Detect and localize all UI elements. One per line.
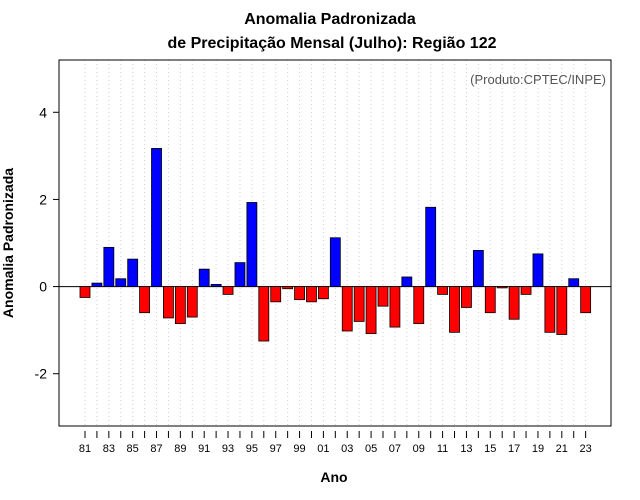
y-tick-label: -2 <box>35 366 48 382</box>
y-axis-title: Anomalia Padronizada <box>0 168 16 318</box>
x-tick-label: 05 <box>365 443 377 455</box>
bar-2020 <box>544 286 556 333</box>
grid-lines <box>84 60 587 426</box>
bar-2022 <box>568 278 580 287</box>
bar-2015 <box>484 286 496 314</box>
bar-1984 <box>115 278 127 287</box>
x-tick-label: 97 <box>270 443 282 455</box>
chart-title-line-2: de Precipitação Mensal (Julho): Região 1… <box>168 35 497 52</box>
bar-1999 <box>294 286 305 301</box>
bar-1996 <box>258 286 270 342</box>
bar-2014 <box>472 250 484 287</box>
bar-1991 <box>198 268 210 287</box>
x-tick-label: 23 <box>580 443 592 455</box>
x-tick-label: 83 <box>103 443 115 455</box>
bar-2017 <box>508 286 520 320</box>
bar-1990 <box>186 286 198 318</box>
bar-1986 <box>139 286 151 314</box>
bar-2021 <box>556 286 568 335</box>
bar-series <box>79 148 592 342</box>
credit-label: (Produto:CPTEC/INPE) <box>470 72 606 87</box>
x-tick-label: 13 <box>460 443 472 455</box>
x-tick-label: 81 <box>79 443 91 455</box>
bar-1985 <box>127 258 139 287</box>
bar-1988 <box>163 286 174 319</box>
bar-1992 <box>210 283 222 287</box>
bar-1995 <box>246 202 258 287</box>
bar-1982 <box>91 282 103 287</box>
bar-2000 <box>306 286 317 303</box>
bar-1981 <box>79 286 91 298</box>
x-tick-label: 21 <box>556 443 568 455</box>
bar-2018 <box>520 286 532 295</box>
bar-1994 <box>234 262 246 287</box>
bar-2001 <box>317 286 329 300</box>
x-tick-label: 09 <box>413 443 425 455</box>
bar-2009 <box>413 286 425 325</box>
bar-2016 <box>496 286 508 289</box>
x-tick-label: 11 <box>437 443 448 455</box>
plot-frame <box>58 59 612 427</box>
x-tick-label: 93 <box>222 443 234 455</box>
x-tick-label: 19 <box>532 443 544 455</box>
y-axis: -2 0 2 4 <box>35 104 59 382</box>
bar-2011 <box>437 286 449 295</box>
x-tick-label: 17 <box>508 443 520 455</box>
bar-1993 <box>222 286 234 295</box>
y-tick-label: 4 <box>39 104 47 120</box>
x-axis-title: Ano <box>320 469 347 485</box>
x-axis: 81 83 85 87 89 91 93 95 97 99 01 03 05 07 09 11 13 15 17 19… <box>79 431 592 455</box>
x-tick-label: 87 <box>150 443 162 455</box>
x-tick-label: 15 <box>484 443 496 455</box>
bar-2007 <box>389 286 401 328</box>
x-tick-label: 85 <box>127 443 139 455</box>
bar-2006 <box>377 286 389 307</box>
chart-title-line-1: Anomalia Padronizada <box>244 11 416 28</box>
bar-1997 <box>270 286 282 303</box>
x-tick-label: 89 <box>174 443 186 455</box>
x-tick-label: 03 <box>341 443 353 455</box>
bar-2010 <box>425 206 437 287</box>
bar-2004 <box>353 286 365 322</box>
x-tick-label: 95 <box>246 443 258 455</box>
x-tick-label: 99 <box>293 443 305 455</box>
x-tick-label: 01 <box>317 443 329 455</box>
bar-1987 <box>151 148 162 287</box>
bar-1983 <box>103 246 115 287</box>
bar-2013 <box>461 286 472 308</box>
bar-2019 <box>532 253 544 287</box>
bar-2008 <box>401 276 413 287</box>
bar-2023 <box>580 286 592 314</box>
bar-1998 <box>282 286 294 290</box>
bar-2002 <box>329 237 341 287</box>
x-tick-label: 91 <box>198 443 210 455</box>
x-tick-label: 07 <box>389 443 401 455</box>
bar-2003 <box>341 286 353 332</box>
bar-2005 <box>365 286 377 335</box>
y-tick-label: 2 <box>39 191 47 207</box>
bar-1989 <box>174 286 186 325</box>
bar-2012 <box>449 286 460 333</box>
y-tick-label: 0 <box>39 279 47 295</box>
